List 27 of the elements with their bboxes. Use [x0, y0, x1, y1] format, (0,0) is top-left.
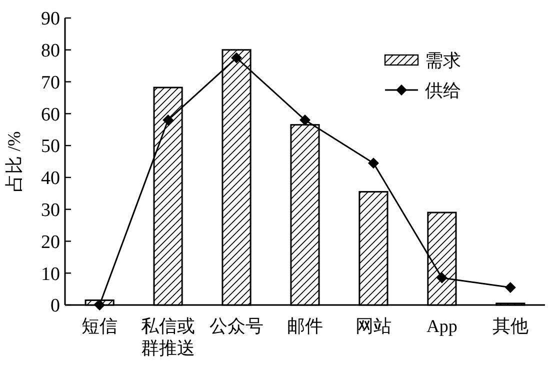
legend-label: 需求: [425, 50, 461, 70]
point: [162, 114, 174, 126]
point: [231, 52, 242, 64]
y-tick-label: 10: [41, 264, 60, 285]
y-tick-label: 0: [50, 296, 60, 317]
y-tick-label: 60: [41, 104, 60, 126]
legend-label: 供给: [425, 80, 461, 100]
y-axis-title: 占比 /%: [4, 131, 24, 192]
x-tick-label: 网站: [355, 316, 392, 336]
y-tick-label: 70: [41, 72, 60, 94]
y-tick-label: 20: [41, 232, 60, 253]
y-tick-label: 30: [41, 200, 60, 221]
y-tick-label: 80: [41, 40, 60, 62]
y-tick-label: 50: [41, 136, 60, 158]
x-tick-label: 短信: [82, 316, 118, 336]
x-tick-label: 其他: [492, 316, 528, 336]
y-tick-label: 90: [41, 8, 60, 30]
y-tick-label: 40: [41, 168, 60, 190]
x-tick-label: App: [426, 316, 458, 336]
point: [94, 300, 106, 310]
point: [300, 114, 310, 126]
x-tick-label: 公众号: [210, 316, 264, 336]
x-tick-label: 私信或群推送: [141, 316, 196, 358]
point: [504, 282, 516, 293]
point: [436, 272, 448, 284]
x-tick-label: 邮件: [287, 316, 323, 336]
point: [368, 158, 379, 169]
